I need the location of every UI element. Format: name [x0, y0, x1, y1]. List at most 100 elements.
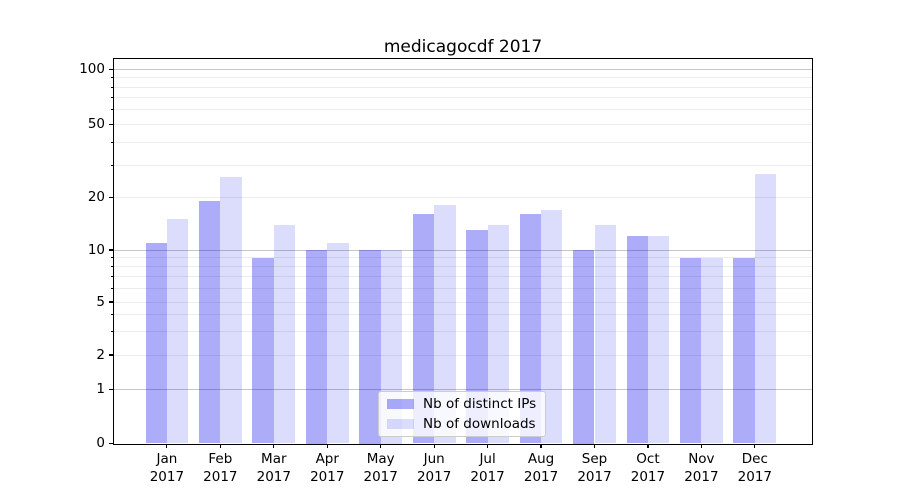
x-tick-label-nov: Nov 2017 [674, 451, 728, 486]
y-gridline-major-1 [114, 388, 812, 390]
x-tick-year: 2017 [416, 468, 452, 485]
x-tick-year: 2017 [310, 468, 345, 485]
bar-nb-of-distinct-ips-jul [466, 230, 488, 444]
x-tick-year: 2017 [256, 468, 291, 485]
bar-nb-of-downloads-jun [434, 205, 456, 444]
y-gridline-minor-20 [114, 197, 812, 198]
y-minor-tick-9 [111, 257, 114, 259]
x-tick-month: Sep [581, 451, 608, 467]
x-tick-apr [326, 443, 328, 448]
x-tick-label-mar: Mar 2017 [247, 451, 301, 486]
x-tick-year: 2017 [470, 468, 505, 485]
bar-nb-of-distinct-ips-feb [198, 201, 221, 444]
x-tick-may [380, 443, 382, 448]
y-minor-tick-7 [111, 276, 114, 278]
x-tick-month: Nov [688, 451, 715, 467]
x-tick-month: Oct [636, 451, 660, 467]
y-gridline-minor-80 [114, 86, 812, 88]
x-tick-jan [166, 443, 168, 448]
bar-nb-of-downloads-jul [487, 224, 509, 444]
legend-row-downloads: Nb of downloads [387, 416, 545, 432]
y-tick-10 [109, 249, 114, 251]
x-tick-month: Aug [527, 451, 555, 467]
x-tick-year: 2017 [363, 468, 398, 485]
x-tick-label-aug: Aug 2017 [514, 451, 568, 486]
x-tick-month: Feb [208, 451, 233, 467]
x-tick-year: 2017 [737, 468, 773, 485]
y-tick-0 [109, 442, 114, 445]
bar-nb-of-downloads-oct [647, 236, 670, 444]
y-gridline-minor-3 [114, 331, 812, 333]
y-gridline-minor-4 [114, 314, 812, 316]
x-tick-label-dec: Dec 2017 [728, 451, 782, 486]
bar-nb-of-downloads-jan [166, 219, 189, 444]
y-minor-tick-4 [111, 314, 114, 316]
x-tick-label-feb: Feb 2017 [193, 451, 247, 486]
bar-nb-of-distinct-ips-may [359, 250, 381, 444]
bar-nb-of-downloads-nov [701, 257, 723, 444]
bar-nb-of-distinct-ips-nov [680, 257, 702, 444]
y-gridline-minor-8 [114, 266, 812, 268]
y-tick-label-0: 0 [96, 435, 105, 451]
x-tick-month: Jul [479, 451, 496, 467]
bar-nb-of-distinct-ips-apr [305, 250, 328, 444]
legend: Nb of distinct IPs Nb of downloads [378, 391, 546, 437]
x-tick-year: 2017 [149, 468, 185, 485]
y-gridline-major-10 [114, 249, 812, 251]
x-tick-mar [273, 443, 275, 448]
x-tick-month: Mar [261, 451, 287, 467]
bar-nb-of-downloads-apr [327, 242, 349, 444]
y-gridline-minor-90 [114, 77, 812, 79]
y-tick-label-10: 10 [87, 241, 105, 258]
y-minor-tick-40 [111, 141, 114, 143]
y-gridline-minor-2 [114, 354, 812, 356]
legend-row-distinct-ips: Nb of distinct IPs [387, 396, 545, 412]
y-gridline-minor-60 [114, 109, 812, 111]
bar-nb-of-distinct-ips-mar [252, 257, 274, 444]
y-minor-tick-90 [111, 77, 114, 79]
x-tick-month: Jun [423, 451, 445, 467]
x-tick-year: 2017 [523, 468, 559, 485]
x-tick-year: 2017 [577, 468, 612, 485]
bar-nb-of-downloads-dec [754, 173, 777, 444]
x-tick-label-jul: Jul 2017 [461, 451, 515, 486]
x-tick-label-jan: Jan 2017 [140, 451, 194, 486]
x-tick-month: Apr [315, 451, 339, 467]
x-tick-sep [593, 443, 596, 448]
x-tick-year: 2017 [630, 468, 666, 485]
y-tick-1 [109, 388, 114, 390]
y-tick-2 [109, 354, 114, 356]
y-minor-tick-3 [111, 331, 114, 333]
plot-area-border [113, 58, 813, 445]
legend-swatch-downloads [387, 418, 414, 430]
bar-nb-of-distinct-ips-jan [145, 242, 167, 444]
y-tick-20 [109, 196, 114, 199]
bar-nb-of-downloads-aug [541, 209, 563, 444]
y-tick-label-1: 1 [96, 380, 105, 397]
y-minor-tick-6 [111, 287, 114, 289]
x-tick-month: May [366, 451, 395, 467]
legend-label-distinct-ips: Nb of distinct IPs [423, 396, 537, 412]
bar-nb-of-distinct-ips-sep [573, 250, 595, 444]
bar-nb-of-downloads-mar [273, 224, 296, 444]
y-gridline-minor-50 [114, 123, 812, 125]
bar-nb-of-distinct-ips-aug [519, 214, 542, 444]
y-minor-tick-60 [111, 109, 114, 111]
bar-nb-of-downloads-sep [594, 224, 616, 444]
y-gridline-major-100 [114, 68, 812, 70]
legend-swatch-distinct-ips [387, 398, 414, 410]
legend-label-downloads: Nb of downloads [423, 416, 536, 432]
x-tick-oct [647, 443, 649, 448]
y-tick-50 [109, 123, 114, 125]
x-tick-month: Dec [741, 451, 768, 467]
y-tick-5 [109, 301, 114, 303]
y-gridline-minor-7 [114, 276, 812, 278]
x-tick-aug [540, 443, 542, 448]
x-tick-month: Jan [156, 451, 178, 467]
bar-nb-of-distinct-ips-oct [626, 236, 648, 444]
y-gridline-minor-6 [114, 287, 812, 289]
bar-nb-of-distinct-ips-dec [733, 257, 755, 444]
y-gridline-minor-5 [114, 301, 812, 303]
y-minor-tick-80 [111, 86, 114, 88]
